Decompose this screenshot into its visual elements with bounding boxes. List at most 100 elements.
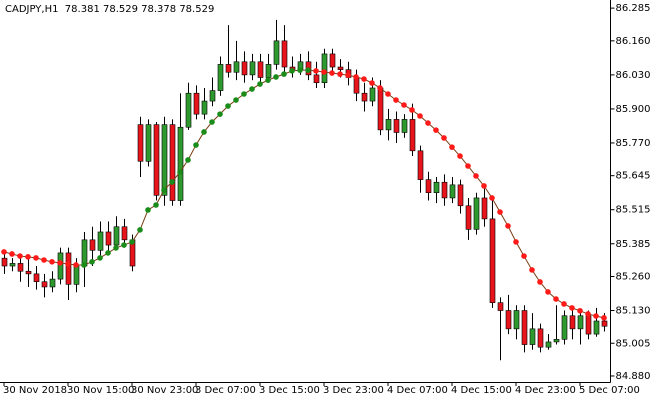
candle-body <box>457 184 464 207</box>
overlay-dot <box>217 111 223 117</box>
y-tick-label: 85.385 <box>616 239 650 250</box>
x-tick-label: 4 Dec 15:00 <box>451 385 512 396</box>
overlay-dot <box>601 315 607 321</box>
candle-body <box>465 205 472 230</box>
overlay-dot <box>209 119 215 125</box>
candle-body <box>569 315 576 330</box>
overlay-dot <box>137 227 143 233</box>
overlay-dot <box>25 254 31 260</box>
overlay-dot <box>353 74 359 80</box>
candle-body <box>17 263 24 272</box>
candle-body <box>105 231 112 246</box>
y-tick-label: 85.645 <box>616 171 650 182</box>
chart-title: CADJPY,H1 78.381 78.529 78.378 78.529 <box>5 4 214 15</box>
candle-body <box>137 124 144 162</box>
overlay-dot <box>345 72 351 78</box>
candle-body <box>113 226 120 246</box>
candle-body <box>161 124 168 196</box>
candle-body <box>433 181 440 194</box>
overlay-dot <box>497 209 503 215</box>
x-tick-label: 3 Dec 15:00 <box>259 385 320 396</box>
candle-body <box>1 257 8 267</box>
candle-body <box>273 40 280 65</box>
overlay-dot <box>337 71 343 77</box>
candle-body <box>401 119 408 133</box>
overlay-dot <box>153 202 159 208</box>
overlay-dot <box>193 142 199 148</box>
candle-body <box>529 328 536 345</box>
candle-body <box>377 87 384 131</box>
x-tick-label: 4 Dec 07:00 <box>387 385 448 396</box>
y-tick-label: 85.260 <box>616 271 650 282</box>
overlay-dot <box>257 81 263 87</box>
candle-body <box>145 124 152 162</box>
overlay-dot <box>569 305 575 311</box>
overlay-dot <box>161 187 167 193</box>
overlay-dot <box>289 68 295 74</box>
x-tick-label: 30 Nov 15:00 <box>67 385 134 396</box>
overlay-dot <box>369 80 375 86</box>
overlay-dot <box>537 279 543 285</box>
overlay-dot <box>9 251 15 257</box>
candle-body <box>81 239 88 267</box>
overlay-dot <box>297 67 303 73</box>
candle-body <box>49 278 56 288</box>
candle-body <box>225 64 232 73</box>
overlay-dot <box>553 296 559 302</box>
y-tick-label: 84.880 <box>616 371 650 382</box>
candle-body <box>601 320 608 327</box>
overlay-dot <box>73 262 79 268</box>
candle-body <box>369 87 376 102</box>
candle-body <box>505 310 512 330</box>
overlay-dot <box>481 183 487 189</box>
overlay-dot <box>521 253 527 259</box>
y-tick-label: 85.130 <box>616 306 650 317</box>
overlay-dot <box>113 245 119 251</box>
candle-body <box>257 61 264 78</box>
candle-body <box>489 218 496 303</box>
candle-body <box>545 341 552 348</box>
candle-body <box>57 252 64 280</box>
x-tick-label: 5 Dec 07:00 <box>579 385 640 396</box>
overlay-dot <box>33 255 39 261</box>
candle-body <box>329 53 336 68</box>
x-tick-label: 4 Dec 23:00 <box>515 385 576 396</box>
candle-body <box>425 179 432 194</box>
overlay-dot <box>65 261 71 267</box>
overlay-dot <box>409 107 415 113</box>
overlay-dot <box>97 255 103 261</box>
y-tick-label: 85.770 <box>616 138 650 149</box>
candle-body <box>521 310 528 345</box>
candle-body <box>177 126 184 201</box>
candle-body <box>481 197 488 220</box>
overlay-dot <box>185 157 191 163</box>
candle-body <box>281 40 288 68</box>
overlay-dot <box>457 153 463 159</box>
overlay-dot <box>81 262 87 268</box>
overlay-dot <box>225 103 231 109</box>
candle-body <box>241 61 248 76</box>
overlay-dot <box>169 179 175 185</box>
overlay-dot <box>145 207 151 213</box>
overlay-dot <box>201 129 207 135</box>
candle-body <box>33 273 40 283</box>
overlay-dot <box>249 86 255 92</box>
candle-body <box>169 124 176 201</box>
candle-body <box>361 92 368 102</box>
overlay-dot <box>529 267 535 273</box>
candle-body <box>73 265 80 285</box>
overlay-dot <box>321 69 327 75</box>
overlay-dot <box>233 97 239 103</box>
y-tick-label: 86.160 <box>616 36 650 47</box>
candle-body <box>473 197 480 230</box>
y-tick-label: 86.285 <box>616 3 650 14</box>
overlay-dot <box>433 127 439 133</box>
candle-body <box>185 92 192 128</box>
x-tick-label: 30 Nov 23:00 <box>131 385 198 396</box>
overlay-dot <box>561 301 567 307</box>
overlay-dot <box>505 223 511 229</box>
candle-body <box>65 252 72 285</box>
y-tick-label: 85.515 <box>616 205 650 216</box>
candle-body <box>577 315 584 330</box>
